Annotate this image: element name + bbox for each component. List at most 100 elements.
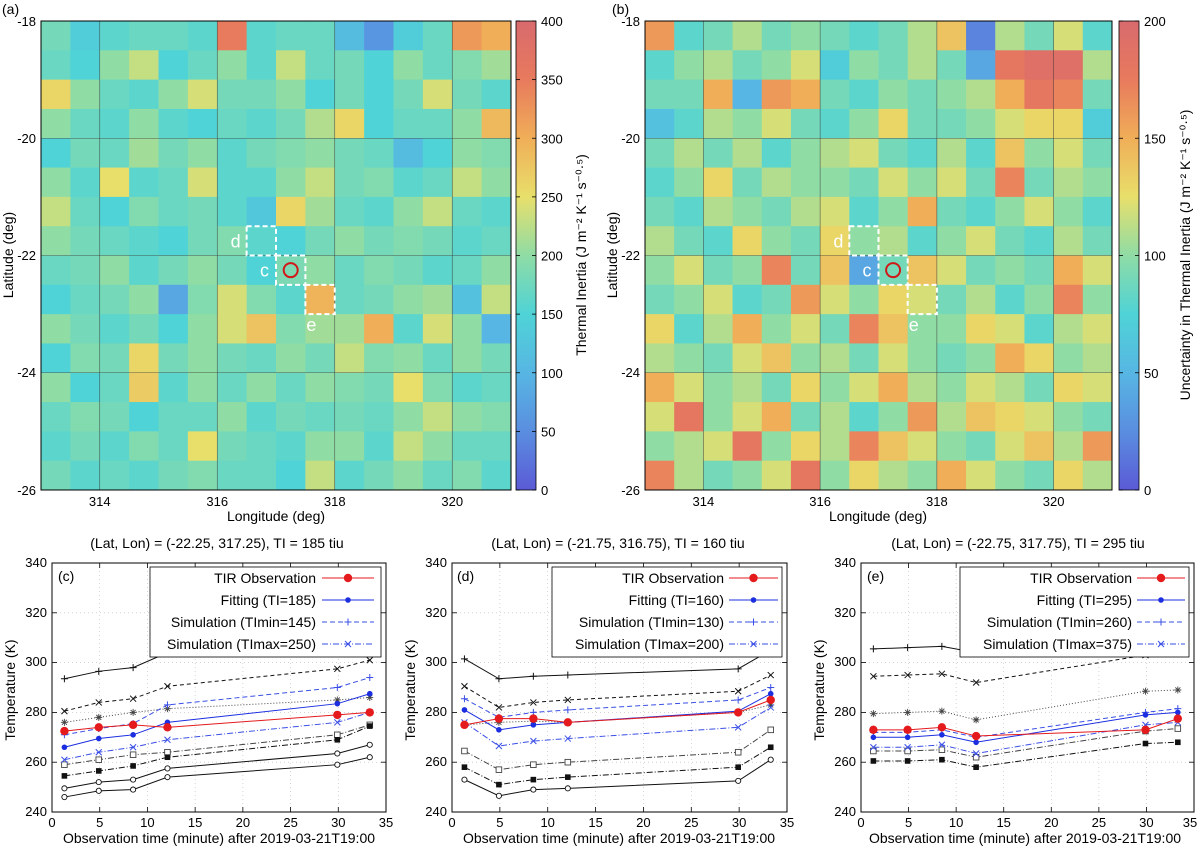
heatmap-cell — [703, 372, 733, 403]
heatmap-cell — [674, 226, 704, 256]
data-point — [734, 665, 742, 673]
heatmap-cell — [393, 21, 424, 51]
data-point — [61, 761, 68, 768]
heatmap-cell — [70, 79, 101, 110]
data-point — [334, 731, 341, 739]
heatmap-cell — [761, 402, 792, 432]
heatmap-a-ytick: -22 — [17, 248, 36, 263]
heatmap-cell — [187, 255, 218, 286]
heatmap-cell — [1053, 343, 1084, 374]
heatmap-cell — [790, 50, 821, 81]
heatmap-cell — [41, 343, 71, 374]
heatmap-cell — [995, 21, 1025, 51]
heatmap-cell — [703, 108, 733, 139]
heatmap-cell — [246, 196, 277, 227]
heatmap-cell — [849, 284, 879, 315]
data-point — [972, 716, 980, 724]
heatmap-cell — [364, 460, 394, 491]
data-point — [870, 734, 877, 741]
region-label-c: c — [260, 261, 269, 281]
data-point — [460, 655, 468, 663]
heatmap-cell — [99, 108, 130, 139]
data-point — [164, 682, 171, 690]
region-box-d — [245, 225, 277, 257]
heatmap-cell — [849, 255, 879, 286]
heatmap-cell — [936, 255, 967, 286]
heatmap-cell — [481, 402, 512, 432]
heatmap-cell — [452, 372, 483, 403]
heatmap-cell — [995, 167, 1025, 198]
heatmap-cell — [936, 460, 967, 491]
heatmap-cell — [878, 284, 909, 315]
heatmap-cell — [129, 196, 159, 227]
heatmap-cell — [645, 50, 675, 81]
heatmap-cell — [674, 138, 704, 168]
heatmap-a-boxes: dc e — [231, 225, 336, 335]
data-point — [903, 725, 912, 735]
data-point — [1174, 725, 1182, 732]
data-point — [333, 696, 341, 704]
heatmap-cell — [761, 79, 792, 110]
heatmap-cell — [158, 196, 189, 227]
heatmap-cell — [878, 402, 909, 432]
panel-d-ytick: 260 — [425, 754, 447, 769]
data-point — [1174, 686, 1182, 694]
heatmap-a-xtick: 314 — [89, 494, 111, 509]
data-point — [95, 748, 103, 756]
heatmap-cell — [305, 402, 336, 432]
heatmap-cell — [422, 138, 453, 168]
heatmap-cell — [907, 21, 938, 51]
data-point — [130, 776, 137, 783]
heatmap-cell — [907, 255, 938, 286]
colorbar-tick-label: 0 — [1144, 483, 1151, 498]
heatmap-cell — [703, 255, 733, 286]
heatmap-cell — [246, 226, 277, 256]
heatmap-b-boxes: dc e — [833, 225, 938, 335]
heatmap-cell — [393, 343, 424, 374]
heatmap-cell — [276, 314, 306, 344]
heatmap-b-xticks: 314 316 318 320 — [693, 494, 1065, 509]
data-point — [530, 737, 537, 745]
panel-c-xtick: 15 — [188, 815, 202, 830]
heatmap-cell — [703, 402, 733, 432]
series-line — [64, 696, 370, 723]
heatmap-cell — [966, 372, 996, 403]
series-line — [873, 718, 1178, 737]
heatmap-cell — [995, 108, 1025, 139]
heatmap-b-ytick: -24 — [621, 365, 640, 380]
heatmap-cell — [187, 372, 218, 403]
heatmap-cell — [995, 196, 1025, 227]
data-point — [530, 699, 537, 706]
heatmap-cell — [907, 196, 938, 227]
heatmap-cell — [41, 431, 71, 462]
heatmap-cell — [422, 196, 453, 227]
heatmap-cell — [790, 138, 821, 168]
heatmap-cell — [966, 79, 996, 110]
colorbar-tick-label: 350 — [541, 73, 563, 88]
heatmap-cell — [966, 284, 996, 315]
heatmap-cell — [849, 402, 879, 432]
panel-d-ytick: 300 — [425, 654, 447, 669]
heatmap-cell — [393, 196, 424, 227]
panel-d-ytick: 340 — [425, 555, 447, 570]
heatmap-cell — [99, 50, 130, 81]
panel-e-ytick: 340 — [834, 555, 856, 570]
heatmap-cell — [158, 431, 189, 462]
colorbar-tick-label: 250 — [541, 190, 563, 205]
data-point — [904, 708, 912, 716]
data-point — [495, 675, 503, 683]
panel-d-xtick: 25 — [684, 815, 698, 830]
heatmap-cell — [761, 50, 792, 81]
heatmap-cell — [1082, 284, 1113, 315]
data-point — [1141, 725, 1150, 735]
heatmap-cell — [674, 50, 704, 81]
data-point — [767, 744, 774, 751]
colorbar-tick-label: 150 — [1144, 131, 1166, 146]
data-point — [904, 747, 911, 755]
heatmap-cell — [849, 460, 879, 491]
heatmap-cell — [995, 226, 1025, 256]
heatmap-cell — [187, 50, 218, 81]
data-point — [1142, 740, 1149, 747]
colorbar-tick-label: 300 — [541, 131, 563, 146]
heatmap-cell — [703, 79, 733, 110]
